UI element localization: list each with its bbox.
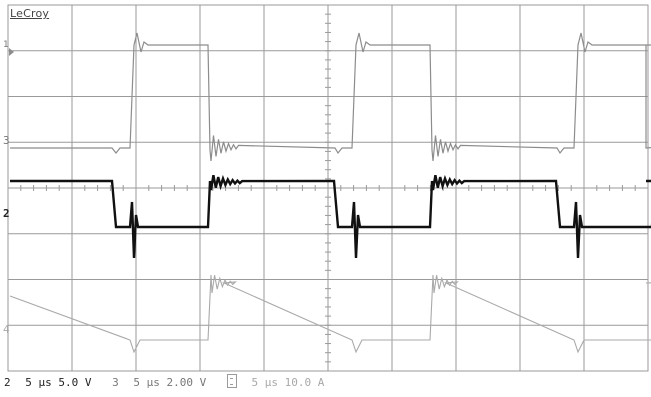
current-probe-icon — [226, 374, 237, 388]
ch4-ground-marker: 4 — [3, 323, 10, 336]
ch2-ground-marker: 2 — [3, 207, 10, 220]
ch2-setting: 5 µs 5.0 V — [25, 376, 92, 389]
ch4-setting: 5 µs 10.0 A — [251, 376, 325, 389]
ch2-trace — [10, 174, 651, 259]
graticule — [7, 4, 649, 372]
ch1-ground-marker: 1 — [3, 40, 9, 50]
ch4-trace — [9, 274, 651, 354]
brand-logo: LeCroy — [10, 7, 50, 20]
ch3-setting: 5 µs 2.00 V — [133, 376, 207, 389]
ch1-trace — [10, 32, 651, 162]
ch2-label: 2 — [4, 376, 11, 389]
channel-settings-bar: 2 5 µs 5.0 V 3 5 µs 2.00 V 5 µs 10.0 A — [4, 374, 324, 389]
ch3-label: 3 — [112, 376, 119, 389]
offset-marker-icon — [9, 48, 14, 56]
ch3-ground-marker: 3 — [3, 134, 10, 147]
traces — [9, 32, 651, 354]
